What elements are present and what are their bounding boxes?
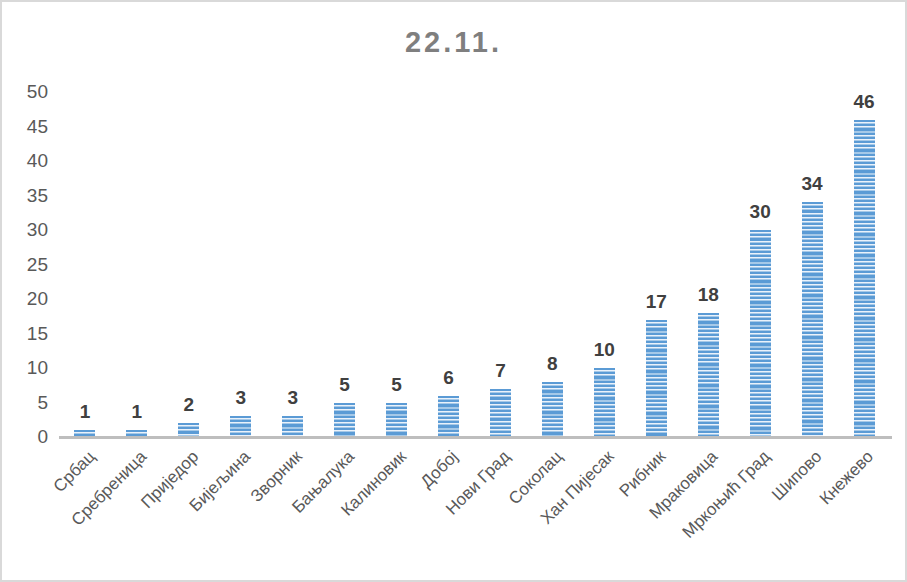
bar-chart: 22.11. 05101520253035404550 112335567810… (0, 0, 907, 582)
bar (282, 416, 303, 437)
bar (854, 120, 875, 437)
x-axis-category-label: Кнежево (816, 447, 878, 509)
x-axis-line (59, 436, 892, 439)
y-axis-tick-label: 10 (2, 357, 48, 379)
chart-title: 22.11. (2, 26, 905, 59)
x-axis-category-label: Србац (49, 447, 99, 497)
bar (230, 416, 251, 437)
y-axis-tick-label: 0 (2, 426, 48, 448)
bar (490, 389, 511, 437)
y-axis-tick-label: 45 (2, 116, 48, 138)
y-axis-tick-label: 50 (2, 81, 48, 103)
bar-value-label: 10 (572, 338, 636, 362)
bar (594, 368, 615, 437)
bar (750, 230, 771, 437)
y-axis-tick-label: 15 (2, 323, 48, 345)
y-axis-tick-label: 40 (2, 150, 48, 172)
bar-value-label: 34 (780, 172, 844, 196)
bar (178, 423, 199, 437)
bar (542, 382, 563, 437)
bar (386, 403, 407, 438)
y-axis-tick-label: 35 (2, 185, 48, 207)
bar-value-label: 30 (728, 200, 792, 224)
y-axis-tick-label: 20 (2, 288, 48, 310)
bar-value-label: 46 (832, 90, 896, 114)
y-axis-tick-label: 30 (2, 219, 48, 241)
bar (438, 396, 459, 437)
x-axis-category-label: Добој (417, 447, 462, 492)
bar (334, 403, 355, 438)
bar-value-label: 18 (676, 283, 740, 307)
bar (698, 313, 719, 437)
bar (646, 320, 667, 437)
bar (802, 202, 823, 437)
y-axis-tick-label: 5 (2, 392, 48, 414)
y-axis-tick-label: 25 (2, 254, 48, 276)
